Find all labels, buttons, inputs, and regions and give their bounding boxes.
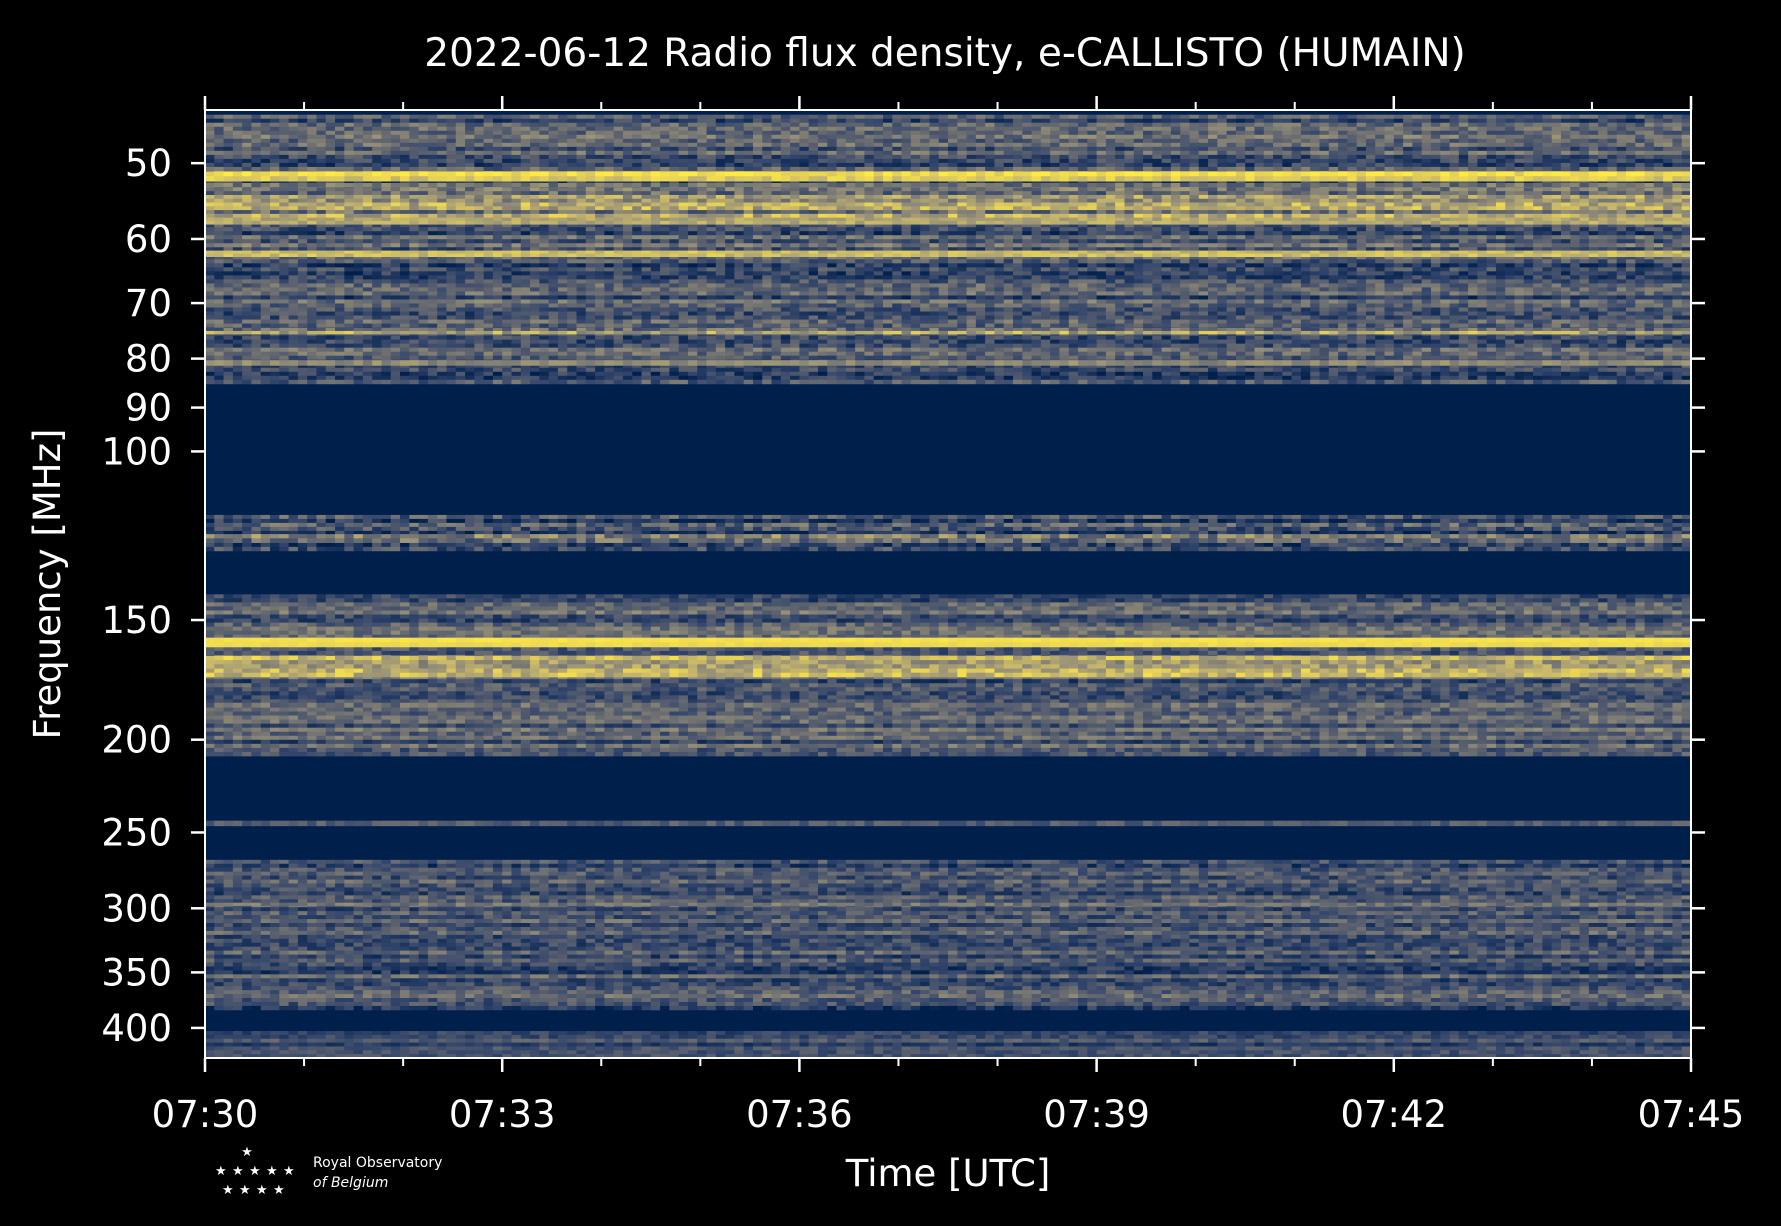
x-tick-label: 07:42 xyxy=(1340,1093,1447,1136)
y-tick-label: 200 xyxy=(101,719,172,762)
spectrogram-band xyxy=(205,903,1692,906)
y-tick-label: 80 xyxy=(125,338,172,381)
spectrogram-band xyxy=(205,328,1692,335)
spectrogram-band xyxy=(205,638,1692,648)
y-tick-label: 150 xyxy=(101,599,172,642)
spectrogram-band xyxy=(205,534,1692,543)
x-tick-label: 07:33 xyxy=(449,1093,556,1136)
x-tick-label: 07:45 xyxy=(1638,1093,1745,1136)
spectrogram-band xyxy=(205,515,1692,551)
spectrogram-band xyxy=(205,187,1692,218)
spectrogram-band xyxy=(205,171,1692,181)
y-tick-label: 60 xyxy=(125,218,172,261)
spectrogram-band xyxy=(205,360,1692,366)
spectrogram-band xyxy=(205,1031,1692,1058)
spectrogram-band xyxy=(205,656,1692,677)
y-tick-label: 350 xyxy=(101,951,172,994)
y-axis-label: Frequency [MHz] xyxy=(26,429,69,740)
x-tick-label: 07:36 xyxy=(746,1093,853,1136)
y-tick-label: 300 xyxy=(101,887,172,930)
spectrogram-band xyxy=(205,218,1692,225)
plot-area xyxy=(205,110,1692,1058)
x-tick-label: 07:39 xyxy=(1043,1093,1150,1136)
y-tick-label: 90 xyxy=(125,387,172,430)
spectrogram-band xyxy=(205,821,1692,827)
spectrogram-band xyxy=(205,251,1692,257)
spectrogram-band xyxy=(205,860,1692,1010)
y-tick-label: 250 xyxy=(101,811,172,854)
y-tick-label: 100 xyxy=(101,430,172,473)
y-tick-label: 400 xyxy=(101,1007,172,1050)
chart-title: 2022-06-12 Radio flux density, e-CALLIST… xyxy=(424,31,1466,76)
logo-text-line1: Royal Observatory xyxy=(313,1155,442,1171)
spectrogram-band xyxy=(205,115,1692,385)
logo-text-line2: of Belgium xyxy=(313,1175,388,1191)
spectrogram-band xyxy=(205,703,1692,708)
y-tick-label: 70 xyxy=(125,282,172,325)
x-tick-label: 07:30 xyxy=(152,1093,259,1136)
x-axis-label: Time [UTC] xyxy=(845,1152,1051,1195)
y-tick-label: 50 xyxy=(125,142,172,185)
